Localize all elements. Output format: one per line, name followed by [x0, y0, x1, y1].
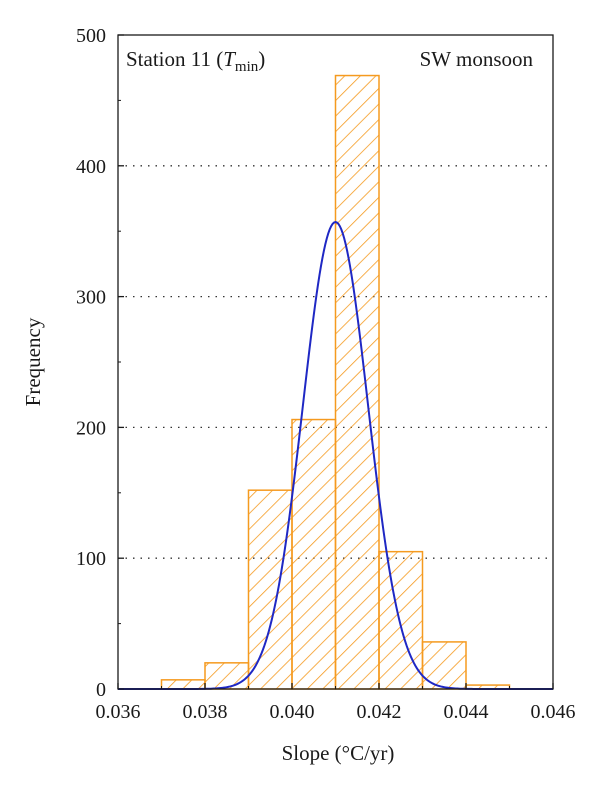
histogram-bar: [160, 679, 206, 690]
x-tick-label: 0.044: [444, 701, 489, 723]
x-tick-label: 0.038: [183, 701, 228, 723]
axis-ticks: 0 100 200 300 400 500 0.036 0.038 0.040 0.042 0.04…: [76, 25, 576, 723]
histogram-bar: [334, 74, 380, 690]
histogram-bar: [204, 662, 250, 690]
x-tick-label: 0.046: [531, 701, 576, 723]
y-tick-label: 0: [96, 679, 106, 701]
x-tick-label: 0.040: [270, 701, 315, 723]
y-axis-title: Frequency: [21, 317, 45, 406]
season-annotation: SW monsoon: [420, 47, 534, 71]
histogram-bars: [160, 74, 511, 690]
histogram-bar: [247, 489, 293, 690]
y-tick-label: 100: [76, 548, 106, 570]
histogram-bar: [291, 418, 337, 690]
y-tick-label: 200: [76, 417, 106, 439]
station-annotation: Station 11 (Tmin): [126, 47, 265, 75]
y-tick-label: 400: [76, 156, 106, 178]
x-tick-label: 0.036: [96, 701, 141, 723]
x-axis-title: Slope (°C/yr): [282, 741, 395, 765]
y-tick-label: 300: [76, 287, 106, 309]
y-tick-label: 500: [76, 25, 106, 47]
x-tick-label: 0.042: [357, 701, 402, 723]
